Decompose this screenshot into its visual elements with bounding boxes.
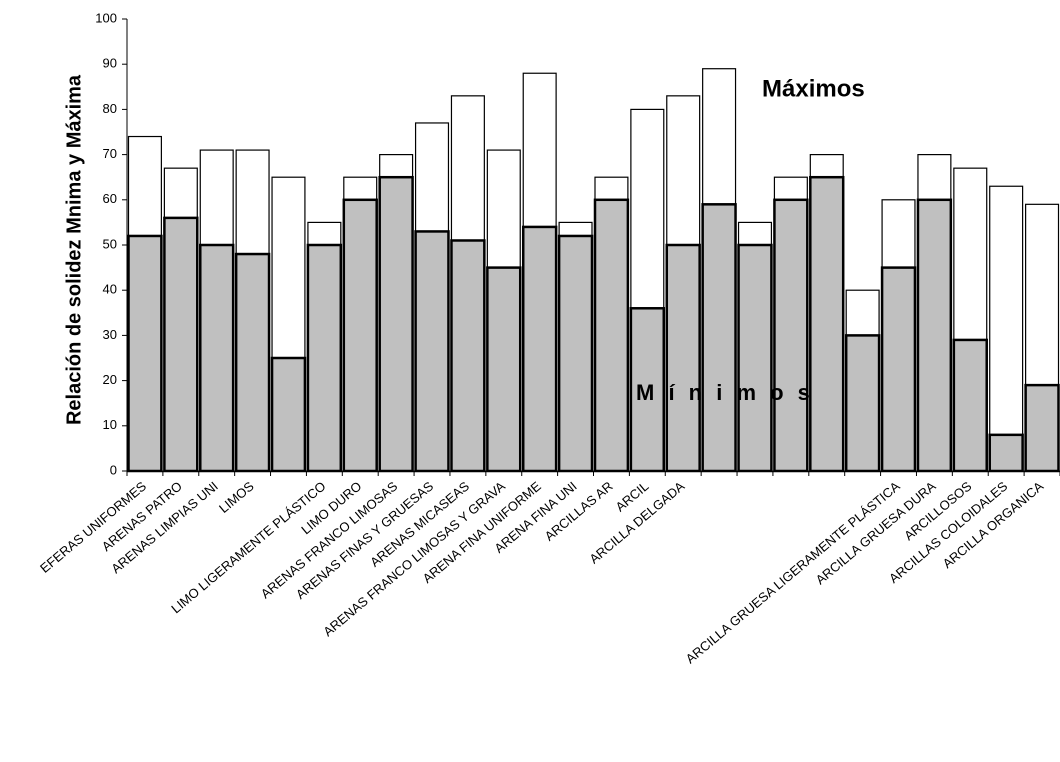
y-tick-label: 90: [103, 56, 117, 71]
y-tick-label: 70: [103, 146, 117, 161]
bar-min: [270, 356, 307, 473]
bar-max: [989, 185, 1024, 472]
bar-min: [844, 334, 881, 473]
x-tick-label: ARCILLA GRUESA LIGERAMENTE PLÁSTICA: [683, 478, 903, 666]
bar-min: [557, 234, 594, 473]
bar-min: [916, 198, 953, 473]
bar-min: [163, 216, 199, 473]
y-tick-label: 40: [103, 282, 117, 297]
bar-min: [665, 243, 701, 473]
y-tick-label: 30: [103, 327, 117, 342]
bar-min: [342, 198, 378, 473]
bar-min: [127, 234, 163, 473]
bar-min: [450, 239, 486, 473]
bar-min: [988, 433, 1024, 473]
bar-min: [234, 252, 271, 473]
bar-min: [199, 243, 235, 473]
bar-min: [701, 203, 737, 473]
bar-min: [521, 225, 558, 473]
bar-min: [952, 338, 988, 473]
y-tick-label: 50: [103, 236, 117, 251]
bar-min: [414, 230, 450, 473]
x-tick-label: LIMOS: [216, 478, 257, 516]
bar-min: [737, 243, 773, 473]
y-tick-label: 60: [103, 191, 117, 206]
y-tick-label: 10: [103, 417, 117, 432]
bar-min: [486, 266, 522, 473]
y-tick-label: 0: [110, 462, 117, 477]
bar-min: [378, 175, 414, 473]
y-tick-label: 80: [103, 101, 117, 116]
bar-min: [1024, 383, 1060, 473]
y-tick-label: 20: [103, 372, 117, 387]
bar-min: [880, 266, 917, 473]
bar-min: [809, 175, 845, 473]
bar-min: [773, 198, 809, 473]
y-tick-label: 100: [95, 10, 117, 25]
y-axis-title: Relación de solidez Mnima y Máxima: [63, 74, 85, 425]
series-label: M í n i m o s: [636, 380, 814, 405]
series-label: Máximos: [762, 75, 865, 102]
bar-min: [593, 198, 630, 473]
bar-min: [306, 243, 343, 473]
